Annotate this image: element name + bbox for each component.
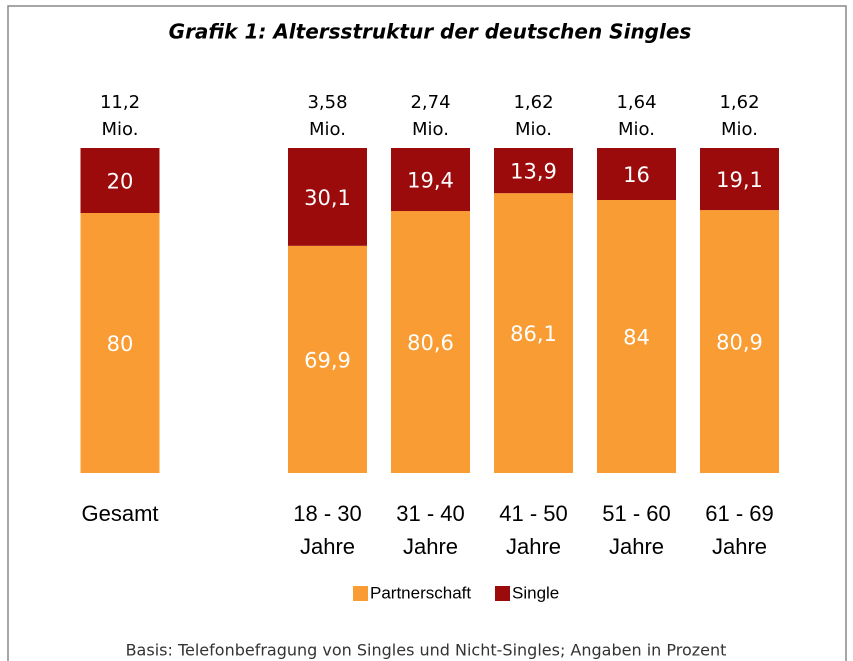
annotation: Mio. [102,119,139,140]
x-tick-label: Jahre [300,534,355,559]
annotation: 1,64 [616,92,656,113]
value-label: 13,9 [510,160,557,184]
value-label: 19,1 [716,168,763,192]
value-label: 20 [107,170,134,194]
bar-segment [80,213,160,473]
bar-segment [80,148,160,213]
bar-segment [391,148,470,212]
x-tick-label: Jahre [506,534,561,559]
annotation: Mio. [309,119,346,140]
value-label: 30,1 [304,186,351,210]
annotation: 3,58 [307,92,347,113]
annotation: Mio. [618,119,655,140]
bar-segment [391,211,470,474]
value-label: 69,9 [304,348,351,372]
annotation: Mio. [412,119,449,140]
x-tick-label: 51 - 60 [602,501,671,526]
legend-label: Single [512,583,559,602]
value-label: 80,9 [716,331,763,355]
value-label: 80 [107,332,134,356]
chart-title: Grafik 1: Altersstruktur der deutschen S… [169,20,692,44]
note: Basis: Telefonbefragung von Singles und … [126,641,727,660]
bar-segment [494,148,573,194]
annotation: 1,62 [513,92,553,113]
bar-segment [700,210,779,473]
x-tick-label: Gesamt [81,501,158,526]
x-tick-label: Jahre [712,534,767,559]
annotation: 2,74 [410,92,450,113]
bar-segment [597,200,676,473]
bar-segment [700,148,779,211]
x-tick-label: 31 - 40 [396,501,465,526]
value-label: 16 [623,163,650,187]
annotation: Mio. [721,119,758,140]
legend-swatch [495,586,510,601]
x-tick-label: 61 - 69 [705,501,774,526]
x-tick-label: Jahre [403,534,458,559]
annotation: Mio. [515,119,552,140]
bar-segment [288,245,367,473]
value-label: 19,4 [407,169,454,193]
x-tick-label: 18 - 30 [293,501,362,526]
annotation: 1,62 [719,92,759,113]
bar-segment [597,148,676,200]
value-label: 80,6 [407,331,454,355]
value-label: 86,1 [510,322,557,346]
legend-swatch [353,586,368,601]
annotation: 11,2 [100,92,140,113]
bar-segment [288,148,367,246]
legend-label: Partnerschaft [370,583,471,602]
value-label: 84 [623,326,650,350]
x-tick-label: Jahre [609,534,664,559]
x-tick-label: 41 - 50 [499,501,568,526]
bar-segment [494,193,573,474]
